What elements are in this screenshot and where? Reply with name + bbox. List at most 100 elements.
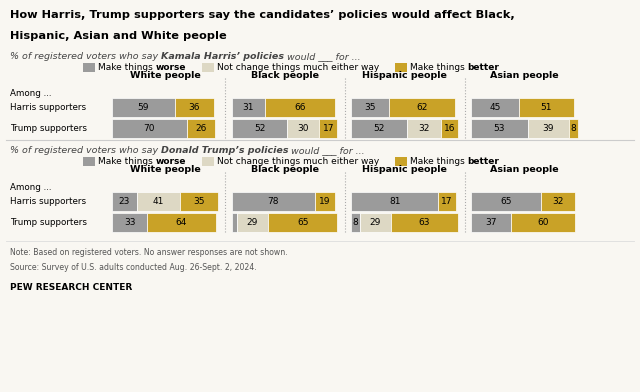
FancyBboxPatch shape	[187, 119, 214, 138]
Text: 45: 45	[490, 103, 500, 112]
Text: 52: 52	[374, 124, 385, 133]
Text: 51: 51	[541, 103, 552, 112]
Text: Among ...: Among ...	[10, 183, 51, 192]
FancyBboxPatch shape	[232, 192, 315, 211]
Text: % of registered voters who say: % of registered voters who say	[10, 52, 161, 61]
Text: 16: 16	[444, 124, 456, 133]
Text: Note: Based on registered voters. No answer responses are not shown.: Note: Based on registered voters. No ans…	[10, 248, 287, 257]
Text: Harris supporters: Harris supporters	[10, 197, 86, 206]
FancyBboxPatch shape	[112, 192, 136, 211]
FancyBboxPatch shape	[541, 192, 575, 211]
Text: Trump supporters: Trump supporters	[10, 218, 86, 227]
FancyBboxPatch shape	[351, 119, 407, 138]
FancyBboxPatch shape	[315, 192, 335, 211]
Text: 62: 62	[416, 103, 428, 112]
Text: Not change things much either way: Not change things much either way	[217, 157, 379, 166]
FancyBboxPatch shape	[471, 98, 519, 117]
FancyBboxPatch shape	[180, 192, 218, 211]
FancyBboxPatch shape	[528, 119, 570, 138]
FancyBboxPatch shape	[112, 98, 175, 117]
Text: 33: 33	[124, 218, 136, 227]
FancyBboxPatch shape	[202, 157, 214, 166]
FancyBboxPatch shape	[471, 119, 528, 138]
FancyBboxPatch shape	[519, 98, 573, 117]
FancyBboxPatch shape	[232, 119, 287, 138]
Text: Hispanic, Asian and White people: Hispanic, Asian and White people	[10, 31, 227, 42]
FancyBboxPatch shape	[83, 63, 95, 72]
FancyBboxPatch shape	[147, 214, 216, 232]
FancyBboxPatch shape	[268, 214, 337, 232]
Text: 29: 29	[370, 218, 381, 227]
Text: % of registered voters who say: % of registered voters who say	[10, 146, 161, 155]
Text: 36: 36	[189, 103, 200, 112]
Text: 17: 17	[323, 124, 334, 133]
Text: 65: 65	[500, 197, 511, 206]
Text: Harris supporters: Harris supporters	[10, 103, 86, 112]
FancyBboxPatch shape	[395, 157, 406, 166]
Text: 32: 32	[552, 197, 563, 206]
FancyBboxPatch shape	[511, 214, 575, 232]
FancyBboxPatch shape	[202, 63, 214, 72]
FancyBboxPatch shape	[570, 119, 578, 138]
Text: 41: 41	[153, 197, 164, 206]
Text: Trump supporters: Trump supporters	[10, 124, 86, 133]
Text: Make things: Make things	[410, 63, 467, 72]
Text: 63: 63	[419, 218, 430, 227]
Text: 65: 65	[297, 218, 308, 227]
FancyBboxPatch shape	[360, 214, 391, 232]
Text: 19: 19	[319, 197, 331, 206]
FancyBboxPatch shape	[351, 192, 438, 211]
Text: Make things: Make things	[410, 157, 467, 166]
Text: 29: 29	[247, 218, 258, 227]
FancyBboxPatch shape	[391, 214, 458, 232]
FancyBboxPatch shape	[83, 157, 95, 166]
FancyBboxPatch shape	[237, 214, 268, 232]
Text: 39: 39	[543, 124, 554, 133]
Text: 35: 35	[193, 197, 205, 206]
FancyBboxPatch shape	[112, 119, 187, 138]
Text: 60: 60	[537, 218, 548, 227]
Text: 26: 26	[195, 124, 206, 133]
Text: Make things: Make things	[98, 157, 156, 166]
Text: 8: 8	[571, 124, 577, 133]
Text: 52: 52	[254, 124, 265, 133]
Text: Black people: Black people	[251, 165, 319, 174]
FancyBboxPatch shape	[319, 119, 337, 138]
Text: White people: White people	[130, 165, 201, 174]
FancyBboxPatch shape	[351, 98, 388, 117]
Text: 64: 64	[176, 218, 187, 227]
Text: Source: Survey of U.S. adults conducted Aug. 26-Sept. 2, 2024.: Source: Survey of U.S. adults conducted …	[10, 263, 257, 272]
Text: would ___ for ...: would ___ for ...	[288, 146, 365, 155]
Text: Make things: Make things	[98, 63, 156, 72]
FancyBboxPatch shape	[471, 192, 541, 211]
Text: Asian people: Asian people	[490, 71, 559, 80]
Text: 70: 70	[143, 124, 155, 133]
Text: 30: 30	[298, 124, 309, 133]
Text: better: better	[467, 63, 499, 72]
Text: 81: 81	[389, 197, 401, 206]
Text: How Harris, Trump supporters say the candidates’ policies would affect Black,: How Harris, Trump supporters say the can…	[10, 10, 515, 20]
Text: Kamala Harris’ policies: Kamala Harris’ policies	[161, 52, 284, 61]
FancyBboxPatch shape	[407, 119, 441, 138]
Text: 17: 17	[441, 197, 452, 206]
Text: 32: 32	[419, 124, 429, 133]
Text: Hispanic people: Hispanic people	[362, 165, 447, 174]
Text: Black people: Black people	[251, 71, 319, 80]
Text: Among ...: Among ...	[10, 89, 51, 98]
Text: 78: 78	[268, 197, 279, 206]
Text: would ___ for ...: would ___ for ...	[284, 52, 360, 61]
Text: better: better	[467, 157, 499, 166]
Text: White people: White people	[130, 71, 201, 80]
Text: 35: 35	[364, 103, 376, 112]
FancyBboxPatch shape	[232, 98, 265, 117]
Text: worse: worse	[156, 63, 186, 72]
Text: PEW RESEARCH CENTER: PEW RESEARCH CENTER	[10, 283, 132, 292]
FancyBboxPatch shape	[438, 192, 456, 211]
Text: 31: 31	[243, 103, 254, 112]
FancyBboxPatch shape	[265, 98, 335, 117]
Text: Asian people: Asian people	[490, 165, 559, 174]
Text: 59: 59	[138, 103, 149, 112]
FancyBboxPatch shape	[287, 119, 319, 138]
FancyBboxPatch shape	[441, 119, 458, 138]
Text: 37: 37	[485, 218, 497, 227]
